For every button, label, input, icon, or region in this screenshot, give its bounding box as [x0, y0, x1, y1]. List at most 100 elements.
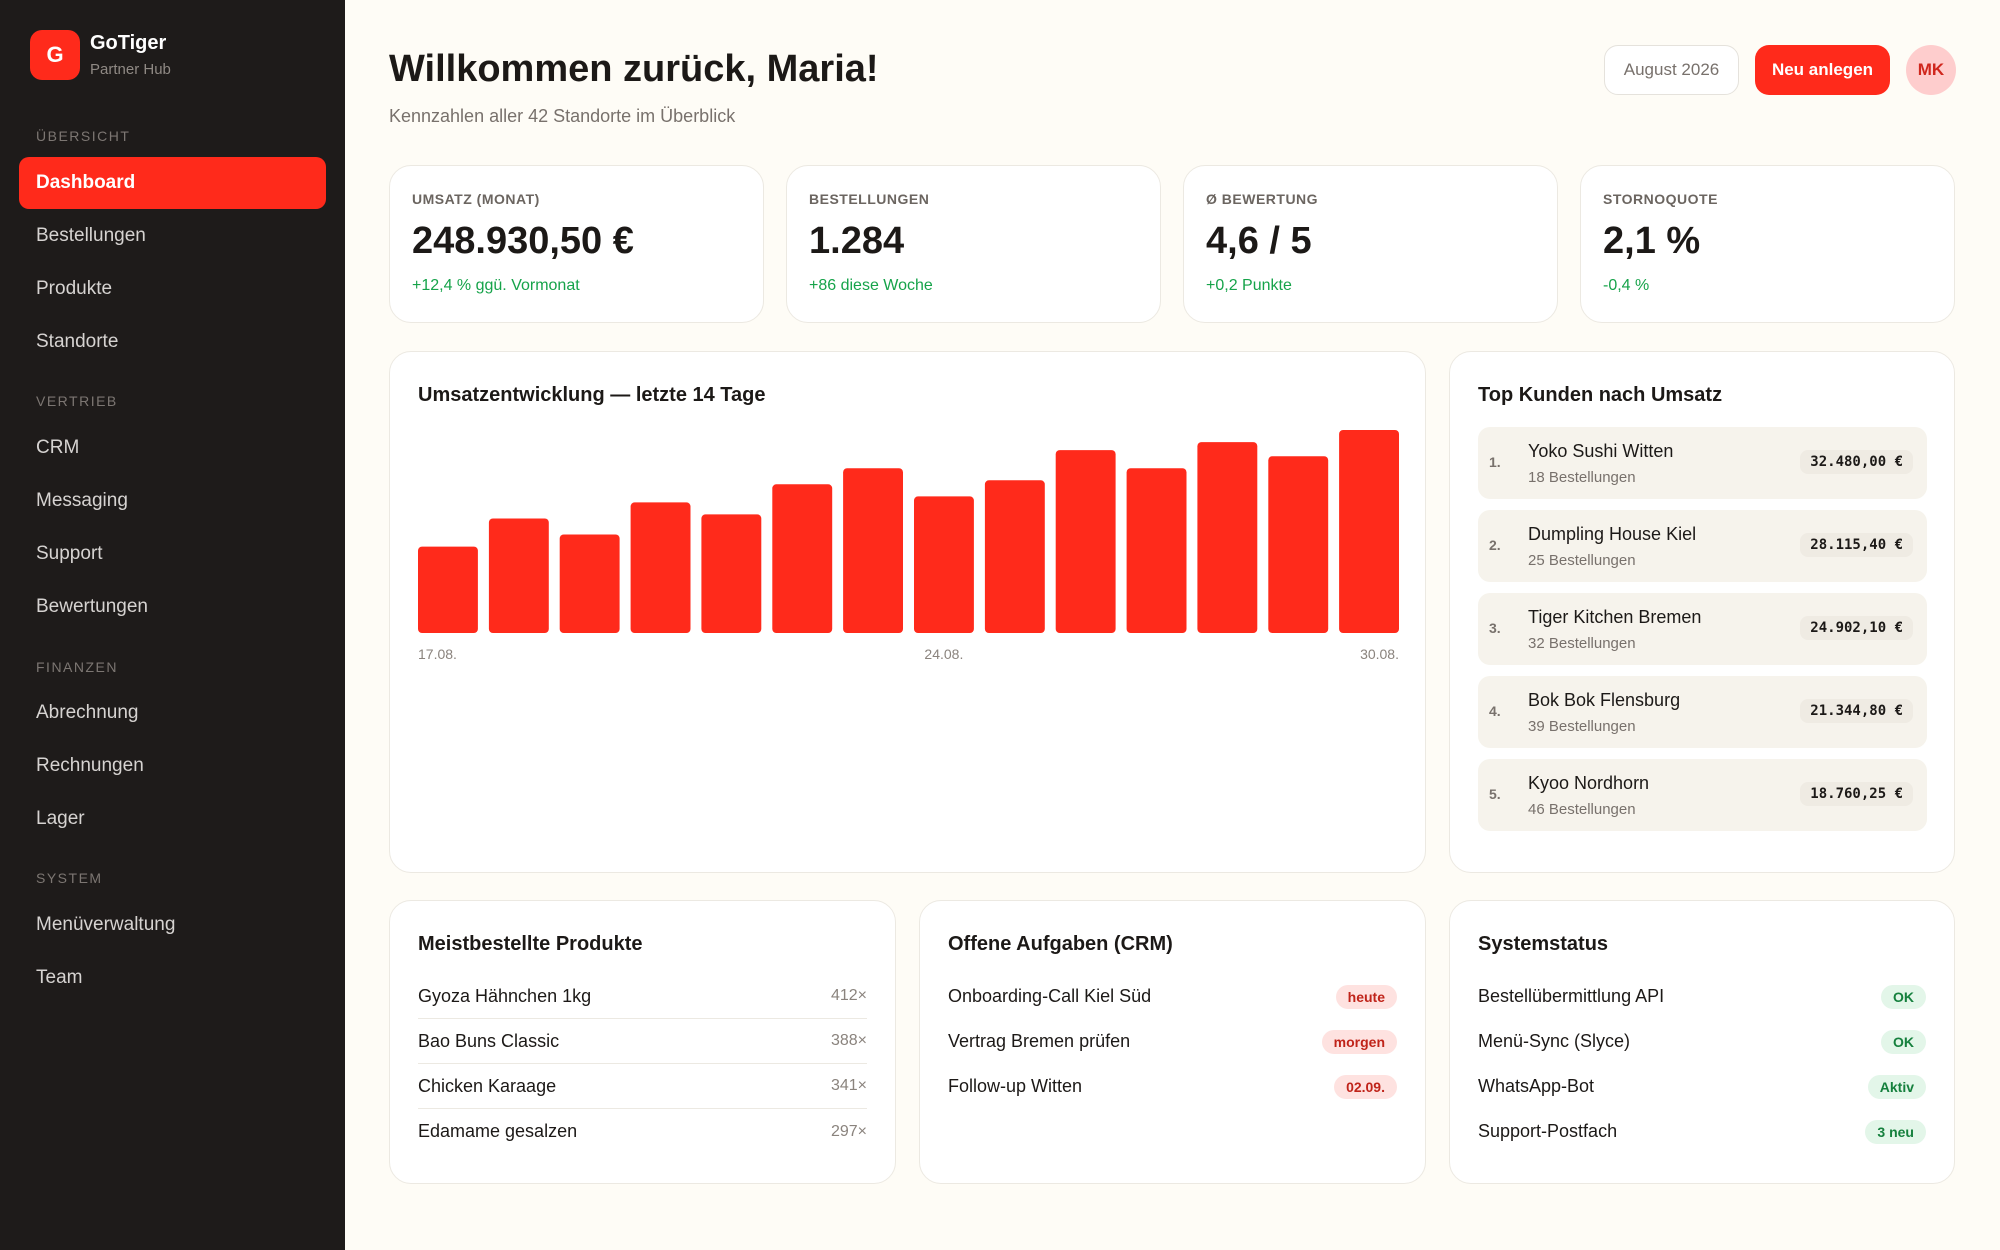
kpi-card-stornoquote: STORNOQUOTE 2,1 % -0,4 % [1580, 165, 1955, 323]
revenue-chart-title: Umsatzentwicklung — letzte 14 Tage [418, 384, 766, 406]
brand[interactable]: G GoTiger Partner Hub [30, 30, 171, 80]
sidebar-item-bewertungen[interactable]: Bewertungen [36, 596, 148, 617]
kpi-label: UMSATZ (MONAT) [412, 191, 540, 207]
x-tick-label: 17.08. [418, 646, 457, 662]
status-item[interactable]: Support-Postfach 3 neu [1478, 1109, 1926, 1154]
nav-section-system: SYSTEM [36, 870, 103, 886]
nav-section-vertrieb: VERTRIEB [36, 393, 118, 409]
customer-row[interactable]: 1. Yoko Sushi Witten 18 Bestellungen 32.… [1478, 427, 1927, 499]
chart-bar[interactable] [1339, 430, 1399, 633]
status-badge: OK [1881, 984, 1926, 1009]
chart-bar[interactable] [1055, 450, 1116, 633]
customer-amount: 18.760,25 € [1800, 782, 1913, 806]
kpi-delta: +0,2 Punkte [1206, 277, 1292, 294]
sidebar-item-rechnungen[interactable]: Rechnungen [36, 755, 144, 776]
page-title: Willkommen zurück, Maria! [389, 48, 879, 90]
kpi-label: BESTELLUNGEN [809, 191, 930, 207]
customer-row[interactable]: 5. Kyoo Nordhorn 46 Bestellungen 18.760,… [1478, 759, 1927, 831]
customer-rank: 5. [1489, 786, 1501, 802]
due-badge: morgen [1321, 1029, 1397, 1054]
list-item[interactable]: Edamame gesalzen 297× [418, 1109, 867, 1154]
customer-orders: 25 Bestellungen [1528, 552, 1636, 569]
nav-section-finanzen: FINANZEN [36, 659, 118, 675]
chart-bar[interactable] [914, 496, 974, 633]
chart-bar[interactable] [1126, 468, 1187, 633]
customer-amount: 24.902,10 € [1800, 616, 1913, 640]
sidebar-item-dashboard[interactable]: Dashboard [19, 157, 326, 209]
kpi-value: 248.930,50 € [412, 220, 634, 262]
sidebar-item-standorte[interactable]: Standorte [36, 331, 119, 352]
customer-amount: 28.115,40 € [1800, 533, 1913, 557]
product-count: 297× [830, 1122, 867, 1140]
status-label: Menü-Sync (Slyce) [1478, 1031, 1631, 1051]
chart-bar[interactable] [488, 518, 549, 634]
sidebar-item-produkte[interactable]: Produkte [36, 278, 113, 299]
sidebar-item-crm[interactable]: CRM [36, 437, 80, 458]
chart-bar[interactable] [701, 514, 762, 633]
status-label: WhatsApp-Bot [1478, 1076, 1595, 1096]
new-button[interactable]: Neu anlegen [1755, 45, 1890, 95]
product-count: 412× [830, 987, 867, 1004]
sidebar-item-support[interactable]: Support [36, 543, 103, 564]
kpi-delta: -0,4 % [1603, 277, 1650, 294]
top-customers-title: Top Kunden nach Umsatz [1478, 384, 1723, 406]
customer-name: Tiger Kitchen Bremen [1528, 607, 1702, 627]
kpi-value: 4,6 / 5 [1206, 220, 1312, 262]
x-tick-label: 24.08. [924, 646, 963, 662]
sidebar-item-lager[interactable]: Lager [36, 808, 85, 829]
chart-bar[interactable] [772, 484, 833, 633]
customer-name: Yoko Sushi Witten [1528, 441, 1674, 461]
kpi-value: 1.284 [809, 220, 905, 262]
kpi-label: Ø BEWERTUNG [1206, 191, 1319, 207]
kpi-card-bewertung: Ø BEWERTUNG 4,6 / 5 +0,2 Punkte [1183, 165, 1558, 323]
task-item[interactable]: Onboarding-Call Kiel Süd heute [948, 974, 1397, 1019]
sidebar-item-messaging[interactable]: Messaging [36, 490, 128, 511]
brand-subtitle: Partner Hub [90, 61, 171, 78]
status-item[interactable]: Menü-Sync (Slyce) OK [1478, 1019, 1926, 1064]
chart-bar[interactable] [559, 534, 620, 634]
period-selector-button[interactable]: August 2026 [1604, 45, 1739, 95]
customer-row[interactable]: 2. Dumpling House Kiel 25 Bestellungen 2… [1478, 510, 1927, 582]
product-count: 341× [830, 1077, 867, 1094]
kpi-delta: +12,4 % ggü. Vormonat [412, 277, 580, 294]
chart-bar[interactable] [843, 468, 903, 633]
sidebar-item-abrechnung[interactable]: Abrechnung [36, 702, 139, 723]
x-tick-label: 30.08. [1360, 646, 1399, 662]
product-name: Chicken Karaage [418, 1075, 557, 1096]
customer-orders: 46 Bestellungen [1528, 801, 1636, 818]
top-products-title: Meistbestellte Produkte [418, 933, 643, 955]
sidebar-item-menueverwaltung[interactable]: Menüverwaltung [36, 914, 176, 935]
customer-row[interactable]: 4. Bok Bok Flensburg 39 Bestellungen 21.… [1478, 676, 1927, 748]
status-item[interactable]: WhatsApp-Bot Aktiv [1478, 1064, 1926, 1109]
customer-name: Dumpling House Kiel [1528, 524, 1697, 544]
customer-amount: 32.480,00 € [1800, 450, 1913, 474]
list-item[interactable]: Chicken Karaage 341× [418, 1064, 867, 1109]
chart-bar[interactable] [984, 480, 1045, 633]
product-count: 388× [830, 1032, 867, 1049]
status-label: Support-Postfach [1478, 1121, 1618, 1141]
list-item[interactable]: Gyoza Hähnchen 1kg 412× [418, 974, 867, 1019]
chart-bar[interactable] [1268, 456, 1329, 633]
revenue-bar-chart: 17.08. 24.08. 30.08. [418, 430, 1399, 662]
status-item[interactable]: Bestellübermittlung API OK [1478, 974, 1926, 1019]
revenue-chart-card: Umsatzentwicklung — letzte 14 Tage 17.08… [389, 351, 1426, 873]
customer-rank: 1. [1489, 454, 1501, 470]
top-products-card: Meistbestellte Produkte Gyoza Hähnchen 1… [389, 900, 896, 1184]
kpi-card-bestellungen: BESTELLUNGEN 1.284 +86 diese Woche [786, 165, 1161, 323]
sidebar-item-team[interactable]: Team [36, 967, 83, 988]
chart-bar[interactable] [630, 502, 691, 633]
chart-bar[interactable] [418, 546, 478, 633]
avatar[interactable]: MK [1906, 45, 1956, 95]
list-item[interactable]: Bao Buns Classic 388× [418, 1019, 867, 1064]
system-status-title: Systemstatus [1478, 933, 1609, 955]
due-badge: 02.09. [1334, 1074, 1397, 1099]
customer-rank: 3. [1489, 620, 1501, 636]
top-customers-card: Top Kunden nach Umsatz 1. Yoko Sushi Wit… [1449, 351, 1955, 873]
kpi-delta: +86 diese Woche [809, 277, 933, 294]
chart-bar[interactable] [1197, 442, 1258, 633]
customer-row[interactable]: 3. Tiger Kitchen Bremen 32 Bestellungen … [1478, 593, 1927, 665]
task-item[interactable]: Follow-up Witten 02.09. [948, 1064, 1397, 1109]
task-item[interactable]: Vertrag Bremen prüfen morgen [948, 1019, 1397, 1064]
kpi-value: 2,1 % [1603, 220, 1701, 262]
sidebar-item-bestellungen[interactable]: Bestellungen [36, 225, 146, 246]
